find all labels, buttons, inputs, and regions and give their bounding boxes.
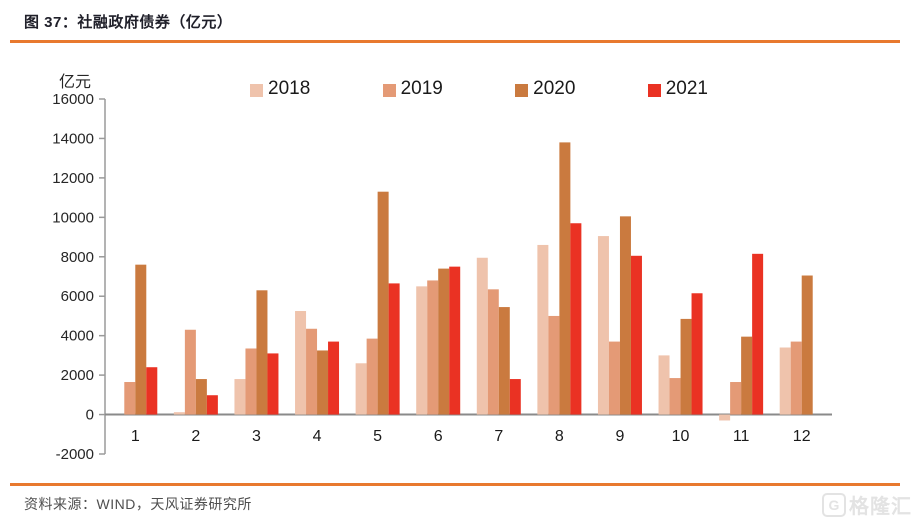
bar-2018-month-5 xyxy=(355,363,367,415)
bar-2020-month-7 xyxy=(498,307,510,415)
bar-2020-month-12 xyxy=(801,275,813,415)
x-tick-label-8: 8 xyxy=(555,428,564,445)
bar-2019-month-9 xyxy=(608,341,620,415)
bar-2021-month-1 xyxy=(146,367,158,415)
bar-2018-month-4 xyxy=(295,311,307,415)
bar-2021-month-5 xyxy=(388,283,400,415)
bar-2021-month-10 xyxy=(691,293,703,415)
legend-label-2020: 2020 xyxy=(533,78,576,99)
x-tick-label-5: 5 xyxy=(373,428,382,445)
x-tick-label-2: 2 xyxy=(191,428,200,445)
legend-item-2019: 2019 xyxy=(382,78,443,100)
chart-legend: 2018 2019 2020 2021 xyxy=(250,78,708,100)
legend-item-2021: 2021 xyxy=(647,78,708,100)
bar-2019-month-6 xyxy=(427,280,439,415)
legend-item-2018: 2018 xyxy=(250,78,310,100)
bar-2019-month-2 xyxy=(184,329,196,415)
bar-2019-month-12 xyxy=(790,341,802,415)
x-tick-label-10: 10 xyxy=(672,428,690,445)
bar-2019-month-8 xyxy=(548,315,560,415)
bar-2020-month-11 xyxy=(741,336,753,415)
x-tick-label-4: 4 xyxy=(313,428,322,445)
x-tick-label-1: 1 xyxy=(131,428,140,445)
watermark-text: 格隆汇 xyxy=(849,496,912,518)
bar-2020-month-2 xyxy=(195,379,207,415)
legend-label-2021: 2021 xyxy=(665,78,708,99)
bar-2018-month-9 xyxy=(597,236,609,415)
bar-2018-month-7 xyxy=(476,257,488,415)
bar-2019-month-4 xyxy=(306,328,318,415)
legend-label-2018: 2018 xyxy=(268,78,311,99)
bar-2019-month-3 xyxy=(245,348,257,415)
bar-2020-month-8 xyxy=(559,142,571,415)
bar-2021-month-9 xyxy=(630,255,642,415)
bar-2020-month-3 xyxy=(256,290,268,415)
bar-2020-month-6 xyxy=(438,268,450,415)
bar-2018-month-3 xyxy=(234,379,246,415)
y-axis-unit-label: 亿元 xyxy=(59,73,91,91)
bar-2018-month-12 xyxy=(779,347,791,415)
x-tick-label-6: 6 xyxy=(434,428,443,445)
figure-title: 图 37：社融政府债券（亿元） xyxy=(24,14,233,31)
bar-2020-month-4 xyxy=(317,350,329,415)
bar-2019-month-1 xyxy=(124,382,136,415)
bottom-divider xyxy=(10,483,900,486)
top-divider xyxy=(10,40,900,43)
bar-2018-month-11 xyxy=(719,414,731,421)
x-tick-label-7: 7 xyxy=(494,428,503,445)
bar-2021-month-11 xyxy=(752,253,764,415)
bar-2021-month-6 xyxy=(449,266,461,415)
bar-2018-month-6 xyxy=(416,286,428,415)
y-tick-label--2000: -2000 xyxy=(56,446,94,463)
x-tick-label-12: 12 xyxy=(793,428,811,445)
y-tick-label-14000: 14000 xyxy=(52,130,94,147)
x-tick-label-11: 11 xyxy=(733,428,750,445)
bar-2019-month-7 xyxy=(487,289,499,415)
legend-swatch-2019 xyxy=(382,83,396,97)
bar-2018-month-2 xyxy=(173,412,185,415)
bar-2021-month-3 xyxy=(267,353,279,415)
bar-2020-month-9 xyxy=(619,216,631,415)
legend-swatch-2018 xyxy=(250,83,263,97)
x-tick-label-3: 3 xyxy=(252,428,261,445)
bar-2021-month-2 xyxy=(206,395,218,415)
bar-2019-month-5 xyxy=(366,338,378,415)
legend-swatch-2020 xyxy=(515,83,529,97)
bar-2020-month-5 xyxy=(377,191,389,415)
y-tick-label-16000: 16000 xyxy=(52,91,94,108)
source-note: 资料来源：WIND，天风证券研究所 xyxy=(24,496,252,512)
y-tick-label-2000: 2000 xyxy=(61,367,94,384)
bar-2019-month-10 xyxy=(669,378,681,415)
bar-2018-month-10 xyxy=(658,355,670,415)
bar-2019-month-11 xyxy=(730,382,742,415)
gelonghui-logo-icon: G xyxy=(822,492,846,517)
y-tick-label-6000: 6000 xyxy=(61,288,94,305)
bar-2020-month-10 xyxy=(680,318,692,415)
bar-2018-month-8 xyxy=(537,244,549,415)
y-tick-label-12000: 12000 xyxy=(52,170,94,187)
bar-2021-month-7 xyxy=(509,379,521,415)
y-tick-label-8000: 8000 xyxy=(61,249,94,266)
x-tick-label-9: 9 xyxy=(616,428,625,445)
gelonghui-watermark: G 格隆汇 xyxy=(822,490,912,519)
legend-swatch-2021 xyxy=(647,83,661,97)
legend-item-2020: 2020 xyxy=(515,78,575,100)
y-tick-label-0: 0 xyxy=(86,407,94,424)
y-tick-label-10000: 10000 xyxy=(52,209,94,226)
legend-label-2019: 2019 xyxy=(400,78,443,99)
y-tick-label-4000: 4000 xyxy=(61,328,94,345)
bar-2021-month-4 xyxy=(328,341,340,415)
bar-2021-month-8 xyxy=(570,223,582,415)
bar-2020-month-1 xyxy=(135,264,147,415)
